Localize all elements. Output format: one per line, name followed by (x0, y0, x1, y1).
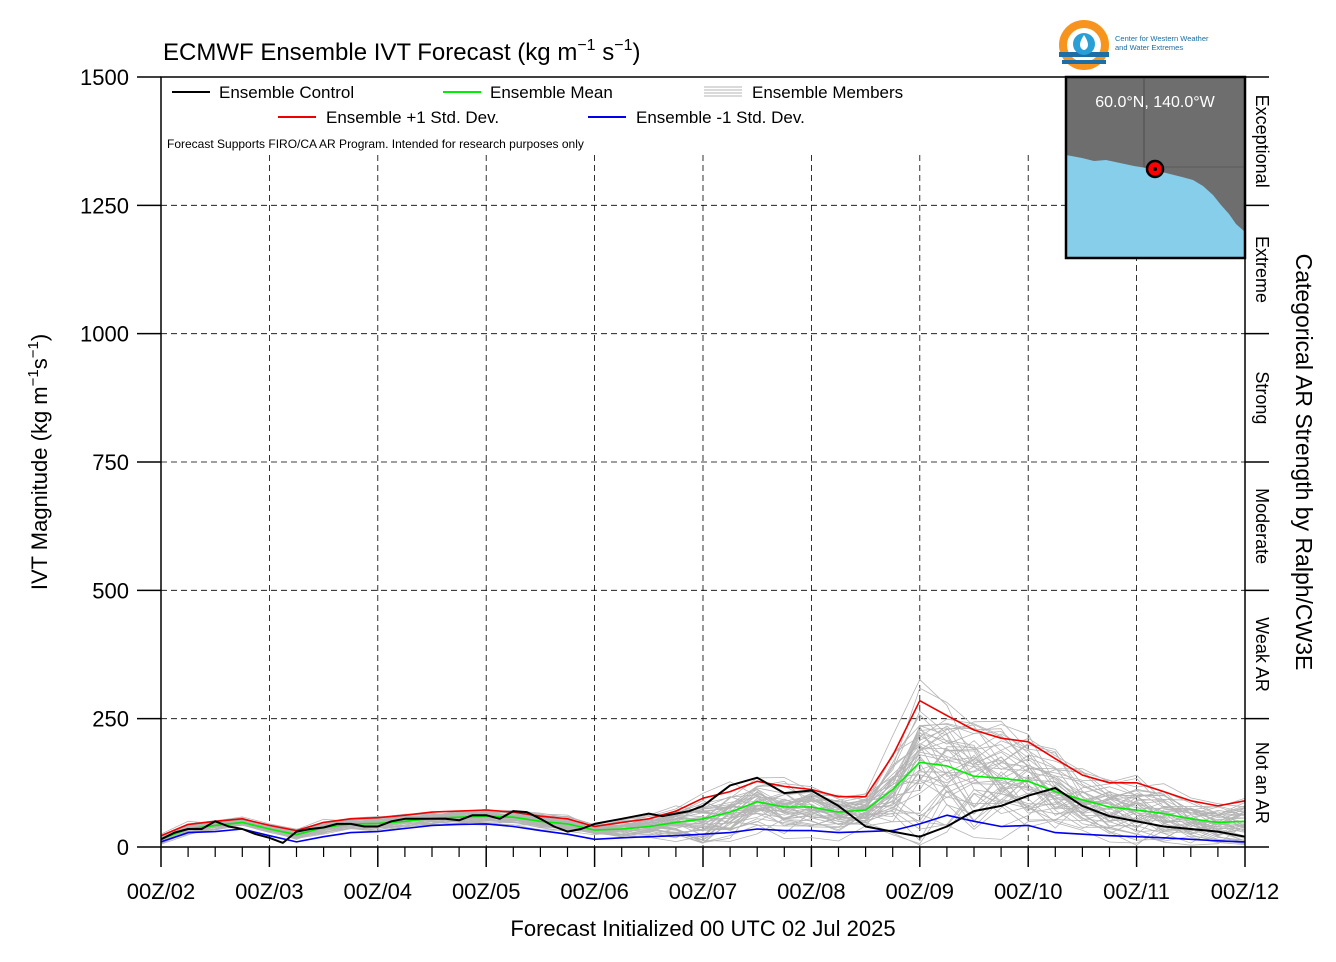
category-label: Not an AR (1252, 742, 1272, 824)
logo-text-line2: and Water Extremes (1115, 43, 1183, 52)
y-tick-labels: 0 250 500 750 1000 1250 1500 (80, 65, 129, 860)
y-tick-label: 1250 (80, 193, 129, 218)
inset-map: 60.0°N, 140.0°W (1064, 75, 1247, 260)
x-tick-label: 00Z/11 (1103, 879, 1170, 904)
legend-label-members: Ensemble Members (752, 83, 903, 102)
category-label: Moderate (1252, 488, 1272, 564)
ensemble-members (160, 678, 1246, 846)
map-location-label: 60.0°N, 140.0°W (1095, 94, 1215, 111)
y-tick-label: 250 (92, 707, 129, 732)
member-line (160, 791, 1246, 841)
y-tick-label: 750 (92, 450, 129, 475)
logo-wave-2 (1062, 60, 1106, 64)
legend: Ensemble Control Ensemble Mean Ensemble … (167, 83, 903, 151)
y-tick-label: 500 (92, 578, 129, 603)
legend-label-mean: Ensemble Mean (490, 83, 613, 102)
x-tick-label: 00Z/02 (127, 879, 196, 904)
map-frame (1064, 75, 1247, 260)
series-line-plus (160, 699, 1246, 837)
x-tick-label: 00Z/06 (560, 879, 629, 904)
y-tick-label: 1000 (80, 322, 129, 347)
y-tick-label: 1500 (80, 65, 129, 90)
logo-drop-icon (1080, 35, 1088, 50)
x-tick-label: 00Z/05 (452, 879, 521, 904)
legend-swatch-members (704, 86, 742, 97)
x-tick-labels: 00Z/02 00Z/03 00Z/04 00Z/05 00Z/06 00Z/07 00Z/… (127, 879, 1280, 904)
x-tick-label: 00Z/04 (344, 879, 413, 904)
series-line-control (160, 776, 1246, 844)
y-tick-label: 0 (117, 835, 129, 860)
legend-label-minus: Ensemble -1 Std. Dev. (636, 108, 805, 127)
x-tick-label: 00Z/09 (886, 879, 955, 904)
research-note: Forecast Supports FIRO/CA AR Program. In… (167, 137, 584, 151)
x-tick-label: 00Z/07 (669, 879, 738, 904)
category-labels: Not an AR Weak AR Moderate Strong Extreme Exc… (1252, 95, 1272, 824)
x-tick-label: 00Z/08 (777, 879, 846, 904)
legend-label-control: Ensemble Control (219, 83, 354, 102)
logo-text-line1: Center for Western Weather (1115, 34, 1209, 43)
grid-lines (161, 155, 1245, 847)
x-axis-label: Forecast Initialized 00 UTC 02 Jul 2025 (510, 916, 895, 941)
member-line (160, 687, 1246, 841)
category-label: Extreme (1252, 236, 1272, 303)
y-axis-label: IVT Magnitude (kg m−1s−1) (25, 334, 52, 590)
series-line-minus (160, 814, 1246, 843)
x-tick-label: 00Z/03 (235, 879, 304, 904)
member-line (160, 740, 1246, 841)
cw3e-logo: Center for Western Weather and Water Ext… (1059, 20, 1209, 70)
axis-ticks (137, 76, 1269, 867)
right-axis-label: Categorical AR Strength by Ralph/CW3E (1291, 254, 1317, 671)
category-label: Exceptional (1252, 95, 1272, 188)
category-label: Strong (1252, 371, 1272, 424)
member-line (160, 778, 1246, 838)
map-land (1066, 77, 1245, 232)
location-marker-center (1153, 167, 1157, 171)
x-tick-label: 00Z/12 (1211, 879, 1280, 904)
member-line (160, 725, 1246, 839)
member-line (160, 724, 1246, 840)
category-label: Weak AR (1252, 617, 1272, 692)
legend-label-plus: Ensemble +1 Std. Dev. (326, 108, 499, 127)
series-lines (160, 699, 1246, 844)
chart-title: ECMWF Ensemble IVT Forecast (kg m−1 s−1) (163, 37, 640, 66)
member-line (160, 723, 1246, 842)
x-tick-label: 00Z/10 (994, 879, 1063, 904)
